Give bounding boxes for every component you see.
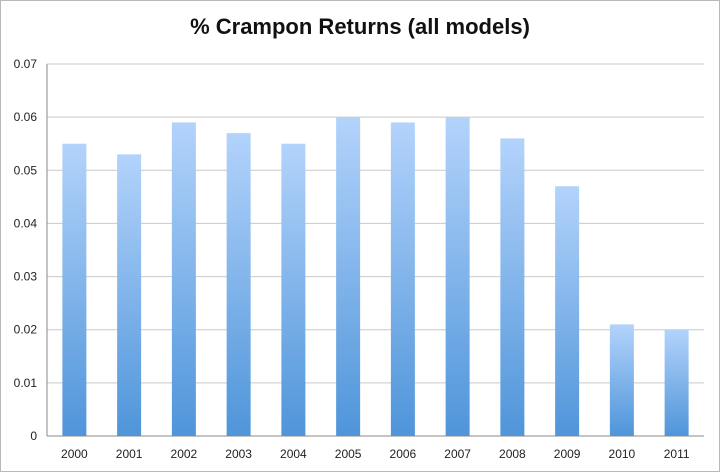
bar-2007 xyxy=(445,117,470,437)
bar-2008 xyxy=(500,138,525,436)
x-tick-label: 2010 xyxy=(609,447,636,461)
bar-2002 xyxy=(171,122,196,436)
bar-2011 xyxy=(664,329,689,436)
bars xyxy=(62,117,689,437)
x-axis-ticks: 2000 2001 2002 2003 2004 2005 2006 2007 2008 2009… xyxy=(61,447,690,461)
y-axis-ticks: 0 0.01 0.02 0.03 0.04 0.05 0.06 0.07 xyxy=(14,57,38,443)
bar-2003 xyxy=(226,133,251,437)
chart-title: % Crampon Returns (all models) xyxy=(190,14,530,39)
bar-2006 xyxy=(390,122,415,436)
x-tick-label: 2005 xyxy=(335,447,362,461)
x-tick-label: 2001 xyxy=(116,447,143,461)
x-tick-label: 2006 xyxy=(390,447,417,461)
y-tick-label: 0.07 xyxy=(14,57,38,71)
bar-2001 xyxy=(117,154,142,437)
bar-2000 xyxy=(62,143,87,436)
bar-2009 xyxy=(555,186,580,436)
bar-2005 xyxy=(336,117,361,437)
x-tick-label: 2000 xyxy=(61,447,88,461)
y-tick-label: 0 xyxy=(30,429,37,443)
x-tick-label: 2002 xyxy=(171,447,198,461)
x-tick-label: 2011 xyxy=(664,447,690,461)
x-tick-label: 2008 xyxy=(499,447,526,461)
gridlines xyxy=(46,63,704,437)
bar-2004 xyxy=(281,143,306,436)
bar-2010 xyxy=(609,324,634,436)
x-tick-label: 2009 xyxy=(554,447,581,461)
y-tick-label: 0.03 xyxy=(14,270,38,284)
y-tick-label: 0.01 xyxy=(14,376,38,390)
x-tick-label: 2003 xyxy=(225,447,252,461)
x-tick-label: 2007 xyxy=(444,447,471,461)
x-tick-label: 2004 xyxy=(280,447,307,461)
y-tick-label: 0.05 xyxy=(14,163,38,177)
y-tick-label: 0.02 xyxy=(14,323,38,337)
y-tick-label: 0.04 xyxy=(14,216,38,230)
y-tick-label: 0.06 xyxy=(14,110,38,124)
